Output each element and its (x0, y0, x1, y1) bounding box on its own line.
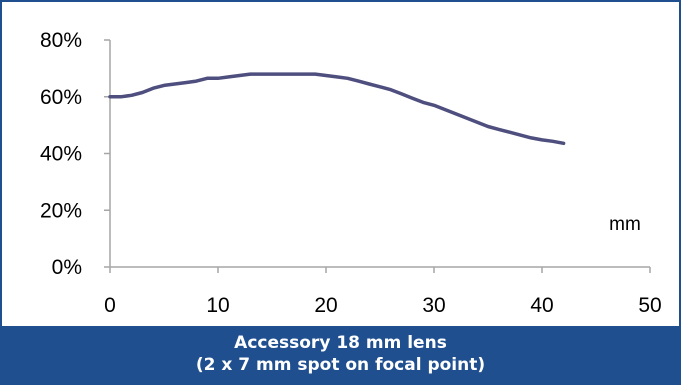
x-tick-labels: 0 10 20 30 40 50 (104, 294, 662, 317)
x-tick-label: 30 (422, 294, 445, 317)
caption-line-2: (2 x 7 mm spot on focal point) (195, 355, 486, 375)
series-line (108, 72, 566, 146)
caption-banner: Accessory 18 mm lens (2 x 7 mm spot on f… (2, 326, 679, 383)
x-tick-label: 10 (206, 294, 229, 317)
y-tick-label: 0% (52, 256, 82, 279)
y-tick-label: 20% (40, 199, 82, 222)
series-group (108, 72, 566, 146)
x-tick-label: 20 (314, 294, 337, 317)
y-tick-labels: 0% 20% 40% 60% 80% (40, 29, 82, 279)
line-chart: 0% 20% 40% 60% 80% 0 10 20 30 40 50 mm (40, 29, 662, 317)
x-tick-label: 0 (104, 294, 116, 317)
x-tick-label: 40 (530, 294, 553, 317)
y-tick-label: 60% (40, 86, 82, 109)
y-tick-label: 80% (40, 29, 82, 52)
y-tick-label: 40% (40, 143, 82, 166)
x-axis-label: mm (609, 214, 641, 235)
caption-line-1: Accessory 18 mm lens (234, 333, 447, 353)
x-tick-label: 50 (638, 294, 661, 317)
axes (104, 39, 651, 273)
